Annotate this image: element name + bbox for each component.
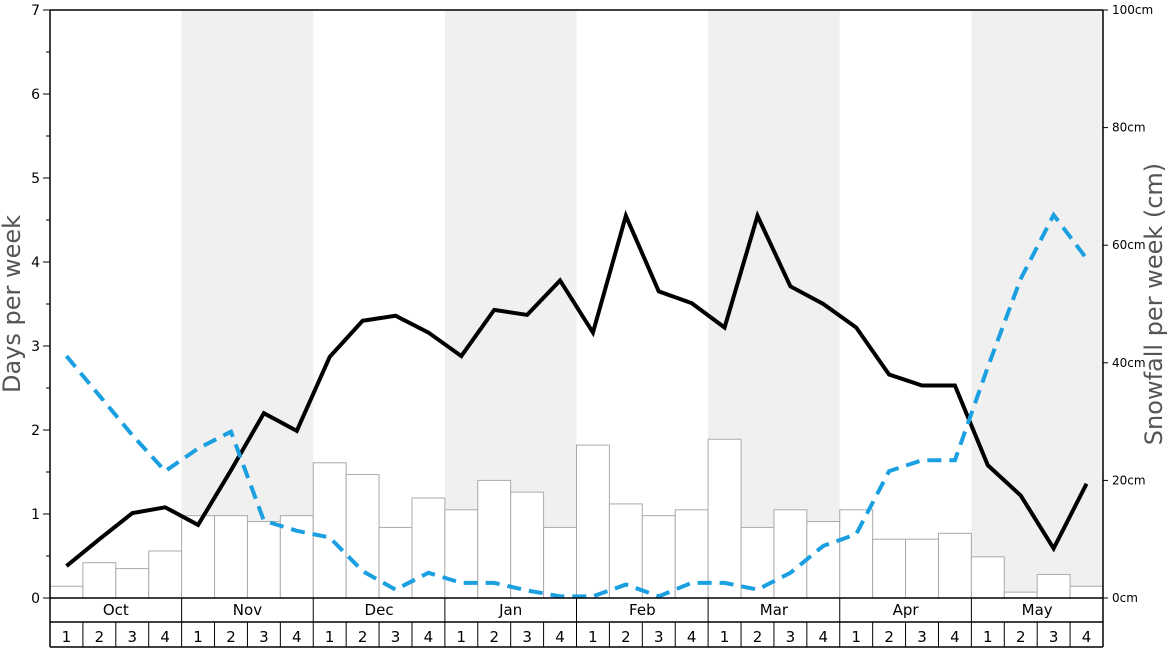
snowfall-bar <box>82 562 117 599</box>
snowfall-bar <box>543 526 577 599</box>
week-label: 2 <box>753 628 763 646</box>
week-label: 1 <box>720 628 730 646</box>
week-label: 2 <box>1016 628 1026 646</box>
snowfall-bar <box>576 444 610 599</box>
snowfall-bar <box>279 515 314 599</box>
left-tick-label: 3 <box>31 339 40 355</box>
right-tick-label: 100cm <box>1112 3 1153 17</box>
month-label-apr: Apr <box>893 601 920 619</box>
month-label-feb: Feb <box>629 601 656 619</box>
snowfall-bar <box>115 568 150 599</box>
week-label: 1 <box>457 628 467 646</box>
week-label: 3 <box>786 628 796 646</box>
snowfall-bar <box>181 515 216 599</box>
week-label: 2 <box>226 628 236 646</box>
week-label: 1 <box>851 628 861 646</box>
snowfall-bar <box>246 521 281 599</box>
snowfall-bar <box>641 515 676 599</box>
left-tick-label: 0 <box>31 591 40 607</box>
snowfall-bar <box>49 585 84 599</box>
week-label: 3 <box>654 628 664 646</box>
week-labels: 1 2 3 4 1 2 3 4 1 2 3 4 1 2 3 4 1 2 3 4 1 2 3 4 1 2 3 4 1 2 3 4 <box>62 622 1092 647</box>
left-tick-label: 5 <box>31 171 40 187</box>
left-axis-ticks: 0 1 2 3 4 5 6 7 <box>31 3 50 607</box>
snowfall-bar <box>806 521 841 599</box>
week-label: 2 <box>95 628 105 646</box>
month-label-oct: Oct <box>103 601 129 619</box>
week-label: 1 <box>62 628 72 646</box>
week-label: 3 <box>917 628 927 646</box>
day-lines <box>64 209 1089 599</box>
left-tick-label: 7 <box>31 3 40 19</box>
week-label: 4 <box>687 628 697 646</box>
month-shade-may <box>971 10 1103 598</box>
week-label: 1 <box>588 628 598 646</box>
week-label: 1 <box>983 628 993 646</box>
snowfall-bar <box>1069 585 1104 599</box>
snowfall-bar <box>510 491 545 599</box>
month-label-may: May <box>1022 601 1053 619</box>
month-label-mar: Mar <box>760 601 789 619</box>
left-tick-label: 2 <box>31 423 40 439</box>
week-label: 4 <box>292 628 302 646</box>
snowfall-bar <box>1036 573 1071 599</box>
snowfall-bar <box>839 509 874 599</box>
right-axis-ticks: 0cm 20cm 40cm 60cm 80cm 100cm <box>1103 3 1153 605</box>
right-tick-label: 0cm <box>1112 591 1138 605</box>
snowfall-bar <box>707 438 742 599</box>
left-tick-label: 4 <box>31 255 40 271</box>
right-tick-label: 80cm <box>1112 121 1146 135</box>
week-label: 4 <box>819 628 829 646</box>
solid-series-line <box>65 209 1089 568</box>
week-label: 2 <box>621 628 631 646</box>
week-label: 4 <box>424 628 434 646</box>
week-label: 3 <box>127 628 137 646</box>
week-label: 2 <box>358 628 368 646</box>
week-label: 4 <box>1082 628 1092 646</box>
right-tick-label: 60cm <box>1112 238 1146 252</box>
week-label: 4 <box>950 628 960 646</box>
snowfall-bar <box>1003 591 1038 599</box>
month-label-nov: Nov <box>233 601 262 619</box>
week-label: 1 <box>325 628 335 646</box>
month-shading <box>181 10 1103 598</box>
left-tick-label: 6 <box>31 87 40 103</box>
snowfall-bar <box>773 509 808 599</box>
snowfall-bar <box>608 503 643 599</box>
snowfall-bar <box>477 479 512 599</box>
snowfall-bar <box>148 550 183 599</box>
snowfall-bar <box>411 497 446 599</box>
week-label: 1 <box>193 628 203 646</box>
week-label: 3 <box>259 628 269 646</box>
snowfall-bar <box>872 538 907 599</box>
week-label: 2 <box>884 628 894 646</box>
month-label-dec: Dec <box>365 601 394 619</box>
week-label: 4 <box>555 628 565 646</box>
week-label: 3 <box>1049 628 1059 646</box>
snowfall-bar <box>937 532 972 599</box>
week-label: 2 <box>489 628 499 646</box>
week-label: 3 <box>391 628 401 646</box>
week-label: 4 <box>160 628 170 646</box>
snowfall-bar <box>214 515 248 599</box>
month-shade-nov <box>181 10 314 598</box>
snowfall-bar <box>905 538 939 599</box>
month-labels: Oct Nov Dec Jan Feb Mar Apr May <box>103 598 1053 622</box>
week-label: 3 <box>522 628 532 646</box>
right-tick-label: 40cm <box>1112 356 1146 370</box>
snowfall-bar <box>970 556 1005 599</box>
dashed-series-line <box>64 211 1089 599</box>
y-axis-label-right: Snowfall per week (cm) <box>1140 163 1168 445</box>
y-axis-label-left: Days per week <box>0 215 26 393</box>
right-tick-label: 20cm <box>1112 473 1146 487</box>
left-tick-label: 1 <box>31 507 40 523</box>
snowfall-bar <box>312 462 347 599</box>
month-label-jan: Jan <box>498 601 522 619</box>
